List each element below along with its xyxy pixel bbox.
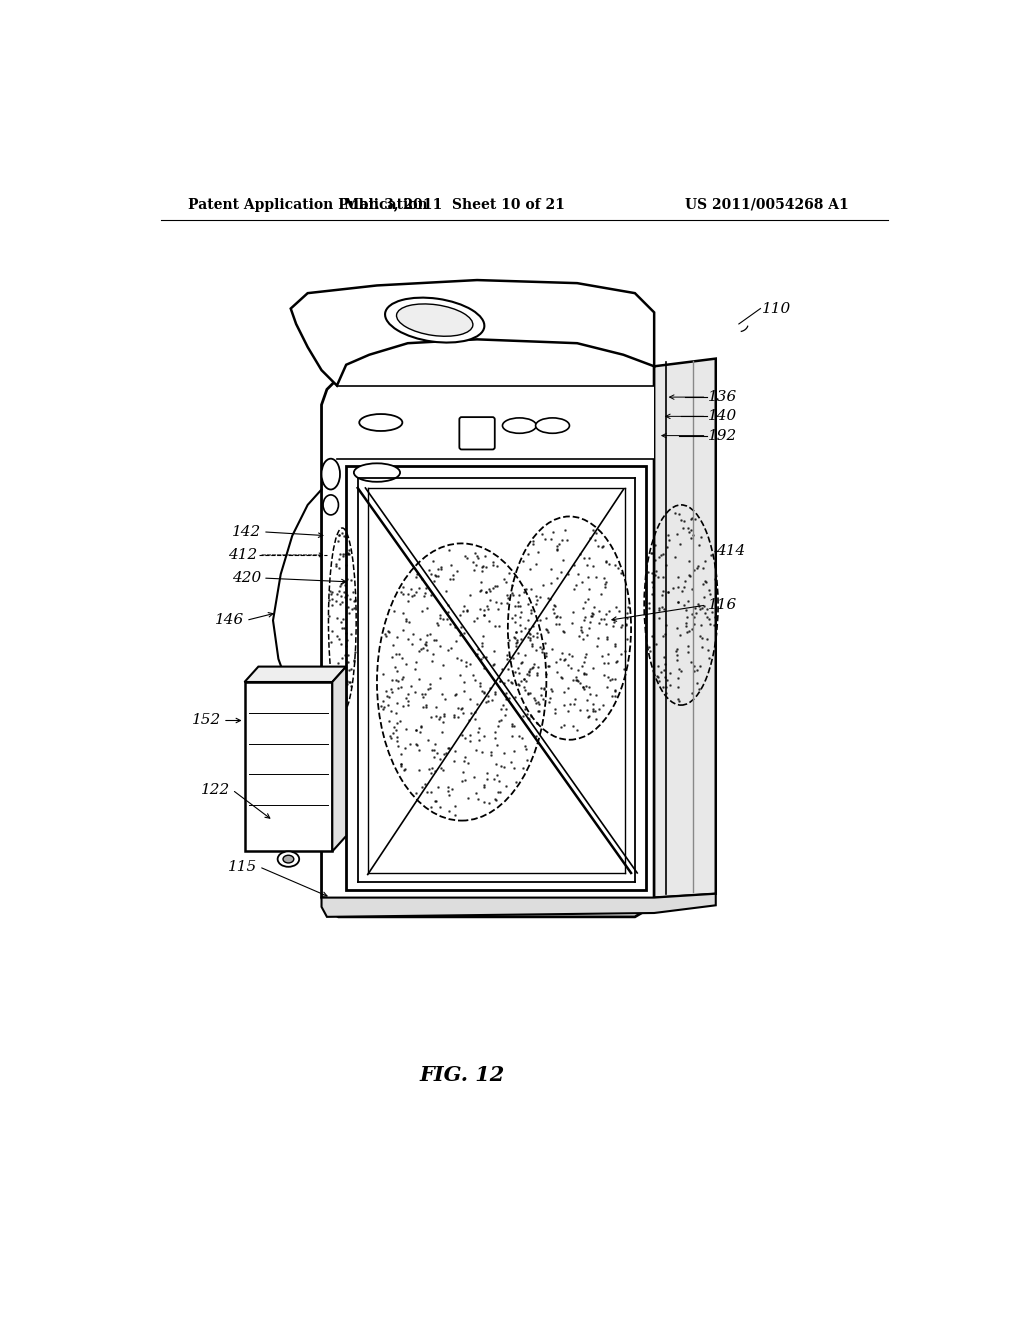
Ellipse shape [359, 414, 402, 430]
Text: 136: 136 [708, 391, 737, 404]
Text: 420: 420 [232, 572, 261, 585]
Text: US 2011/0054268 A1: US 2011/0054268 A1 [685, 198, 849, 211]
Polygon shape [333, 667, 346, 851]
Polygon shape [337, 385, 654, 459]
Polygon shape [346, 466, 646, 890]
Polygon shape [322, 313, 654, 917]
Ellipse shape [503, 418, 537, 433]
Text: 412: 412 [228, 548, 258, 562]
Text: 110: 110 [762, 301, 792, 315]
Ellipse shape [396, 304, 473, 337]
Polygon shape [291, 280, 654, 385]
Polygon shape [654, 359, 716, 898]
Text: 116: 116 [708, 598, 737, 612]
Text: 414: 414 [716, 544, 745, 558]
FancyBboxPatch shape [460, 417, 495, 449]
Ellipse shape [323, 495, 339, 515]
Text: 142: 142 [232, 525, 261, 539]
Text: 192: 192 [708, 429, 737, 442]
Polygon shape [245, 667, 346, 682]
Ellipse shape [283, 855, 294, 863]
Text: FIG. 12: FIG. 12 [419, 1065, 504, 1085]
Ellipse shape [278, 851, 299, 867]
Text: Mar. 3, 2011  Sheet 10 of 21: Mar. 3, 2011 Sheet 10 of 21 [343, 198, 564, 211]
Polygon shape [322, 894, 716, 917]
Ellipse shape [322, 459, 340, 490]
Text: 146: 146 [215, 614, 245, 627]
Text: 152: 152 [193, 714, 221, 727]
Ellipse shape [385, 297, 484, 343]
Text: 122: 122 [202, 783, 230, 797]
Ellipse shape [354, 463, 400, 482]
Ellipse shape [536, 418, 569, 433]
Text: Patent Application Publication: Patent Application Publication [188, 198, 428, 211]
Polygon shape [245, 682, 333, 851]
Text: 140: 140 [708, 409, 737, 424]
Text: 115: 115 [228, 859, 258, 874]
